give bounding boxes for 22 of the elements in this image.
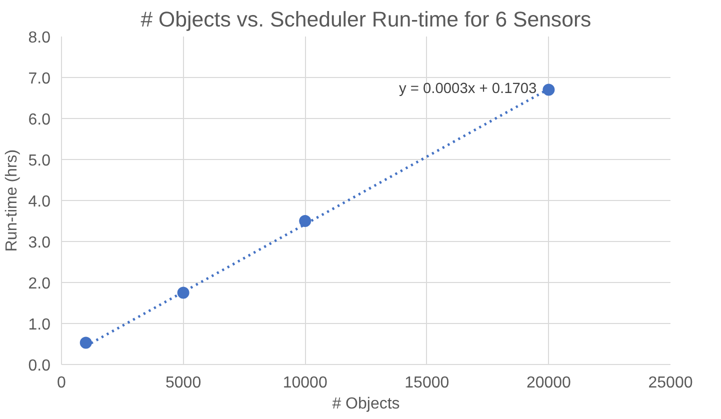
x-tick-label: 25000 [648, 374, 693, 392]
y-tick-label: 8.0 [28, 30, 51, 46]
point [80, 336, 92, 349]
chart-title: # Objects vs. Scheduler Run-time for 6 Sensors [140, 8, 592, 32]
x-tick-label: 20000 [526, 374, 572, 392]
x-tick-label: 0 [57, 374, 66, 392]
x-tick-label: 15000 [404, 374, 450, 392]
x-tick-label: 10000 [282, 374, 328, 392]
point [299, 215, 312, 227]
y-tick-label: 1.0 [28, 316, 51, 334]
y-tick-label: 3.0 [28, 234, 51, 252]
y-tick-label: 7.0 [28, 70, 51, 88]
x-axis-title: # Objects [332, 396, 400, 412]
y-tick-label: 4.0 [28, 194, 51, 210]
y-tick-label: 2.0 [28, 276, 51, 292]
y-tick-label: 5.0 [28, 152, 51, 170]
x-tick-label: 5000 [166, 374, 202, 392]
point [542, 84, 555, 96]
y-axis-title: Run-time (hrs) [3, 149, 20, 252]
annotation: y = 0.0003x + 0.1703 [398, 80, 537, 97]
y-tick-label: 0.0 [28, 358, 51, 374]
y-tick-label: 6.0 [28, 112, 51, 128]
